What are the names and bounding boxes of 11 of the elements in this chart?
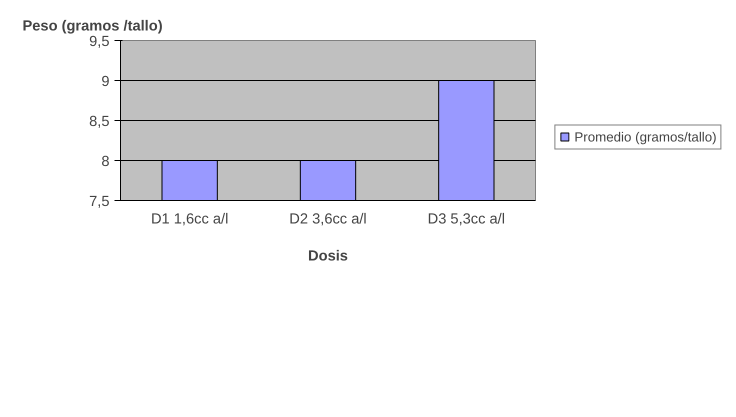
y-tick-label: 9 xyxy=(101,74,110,90)
y-tick-label: 9,5 xyxy=(89,34,110,50)
x-tick-label: D2 3,6cc a/l xyxy=(289,212,367,228)
legend-label: Promedio (gramos/tallo) xyxy=(574,129,717,144)
y-axis-title: Peso (gramos /tallo) xyxy=(22,18,163,34)
y-tick-label: 8,5 xyxy=(89,114,110,130)
x-tick-label: D1 1,6cc a/l xyxy=(150,212,228,228)
x-axis-title: Dosis xyxy=(308,248,348,264)
y-tick-label: 8 xyxy=(101,154,110,170)
x-tick-label: D3 5,3cc a/l xyxy=(428,212,506,228)
y-tick-label: 7,5 xyxy=(89,194,110,210)
